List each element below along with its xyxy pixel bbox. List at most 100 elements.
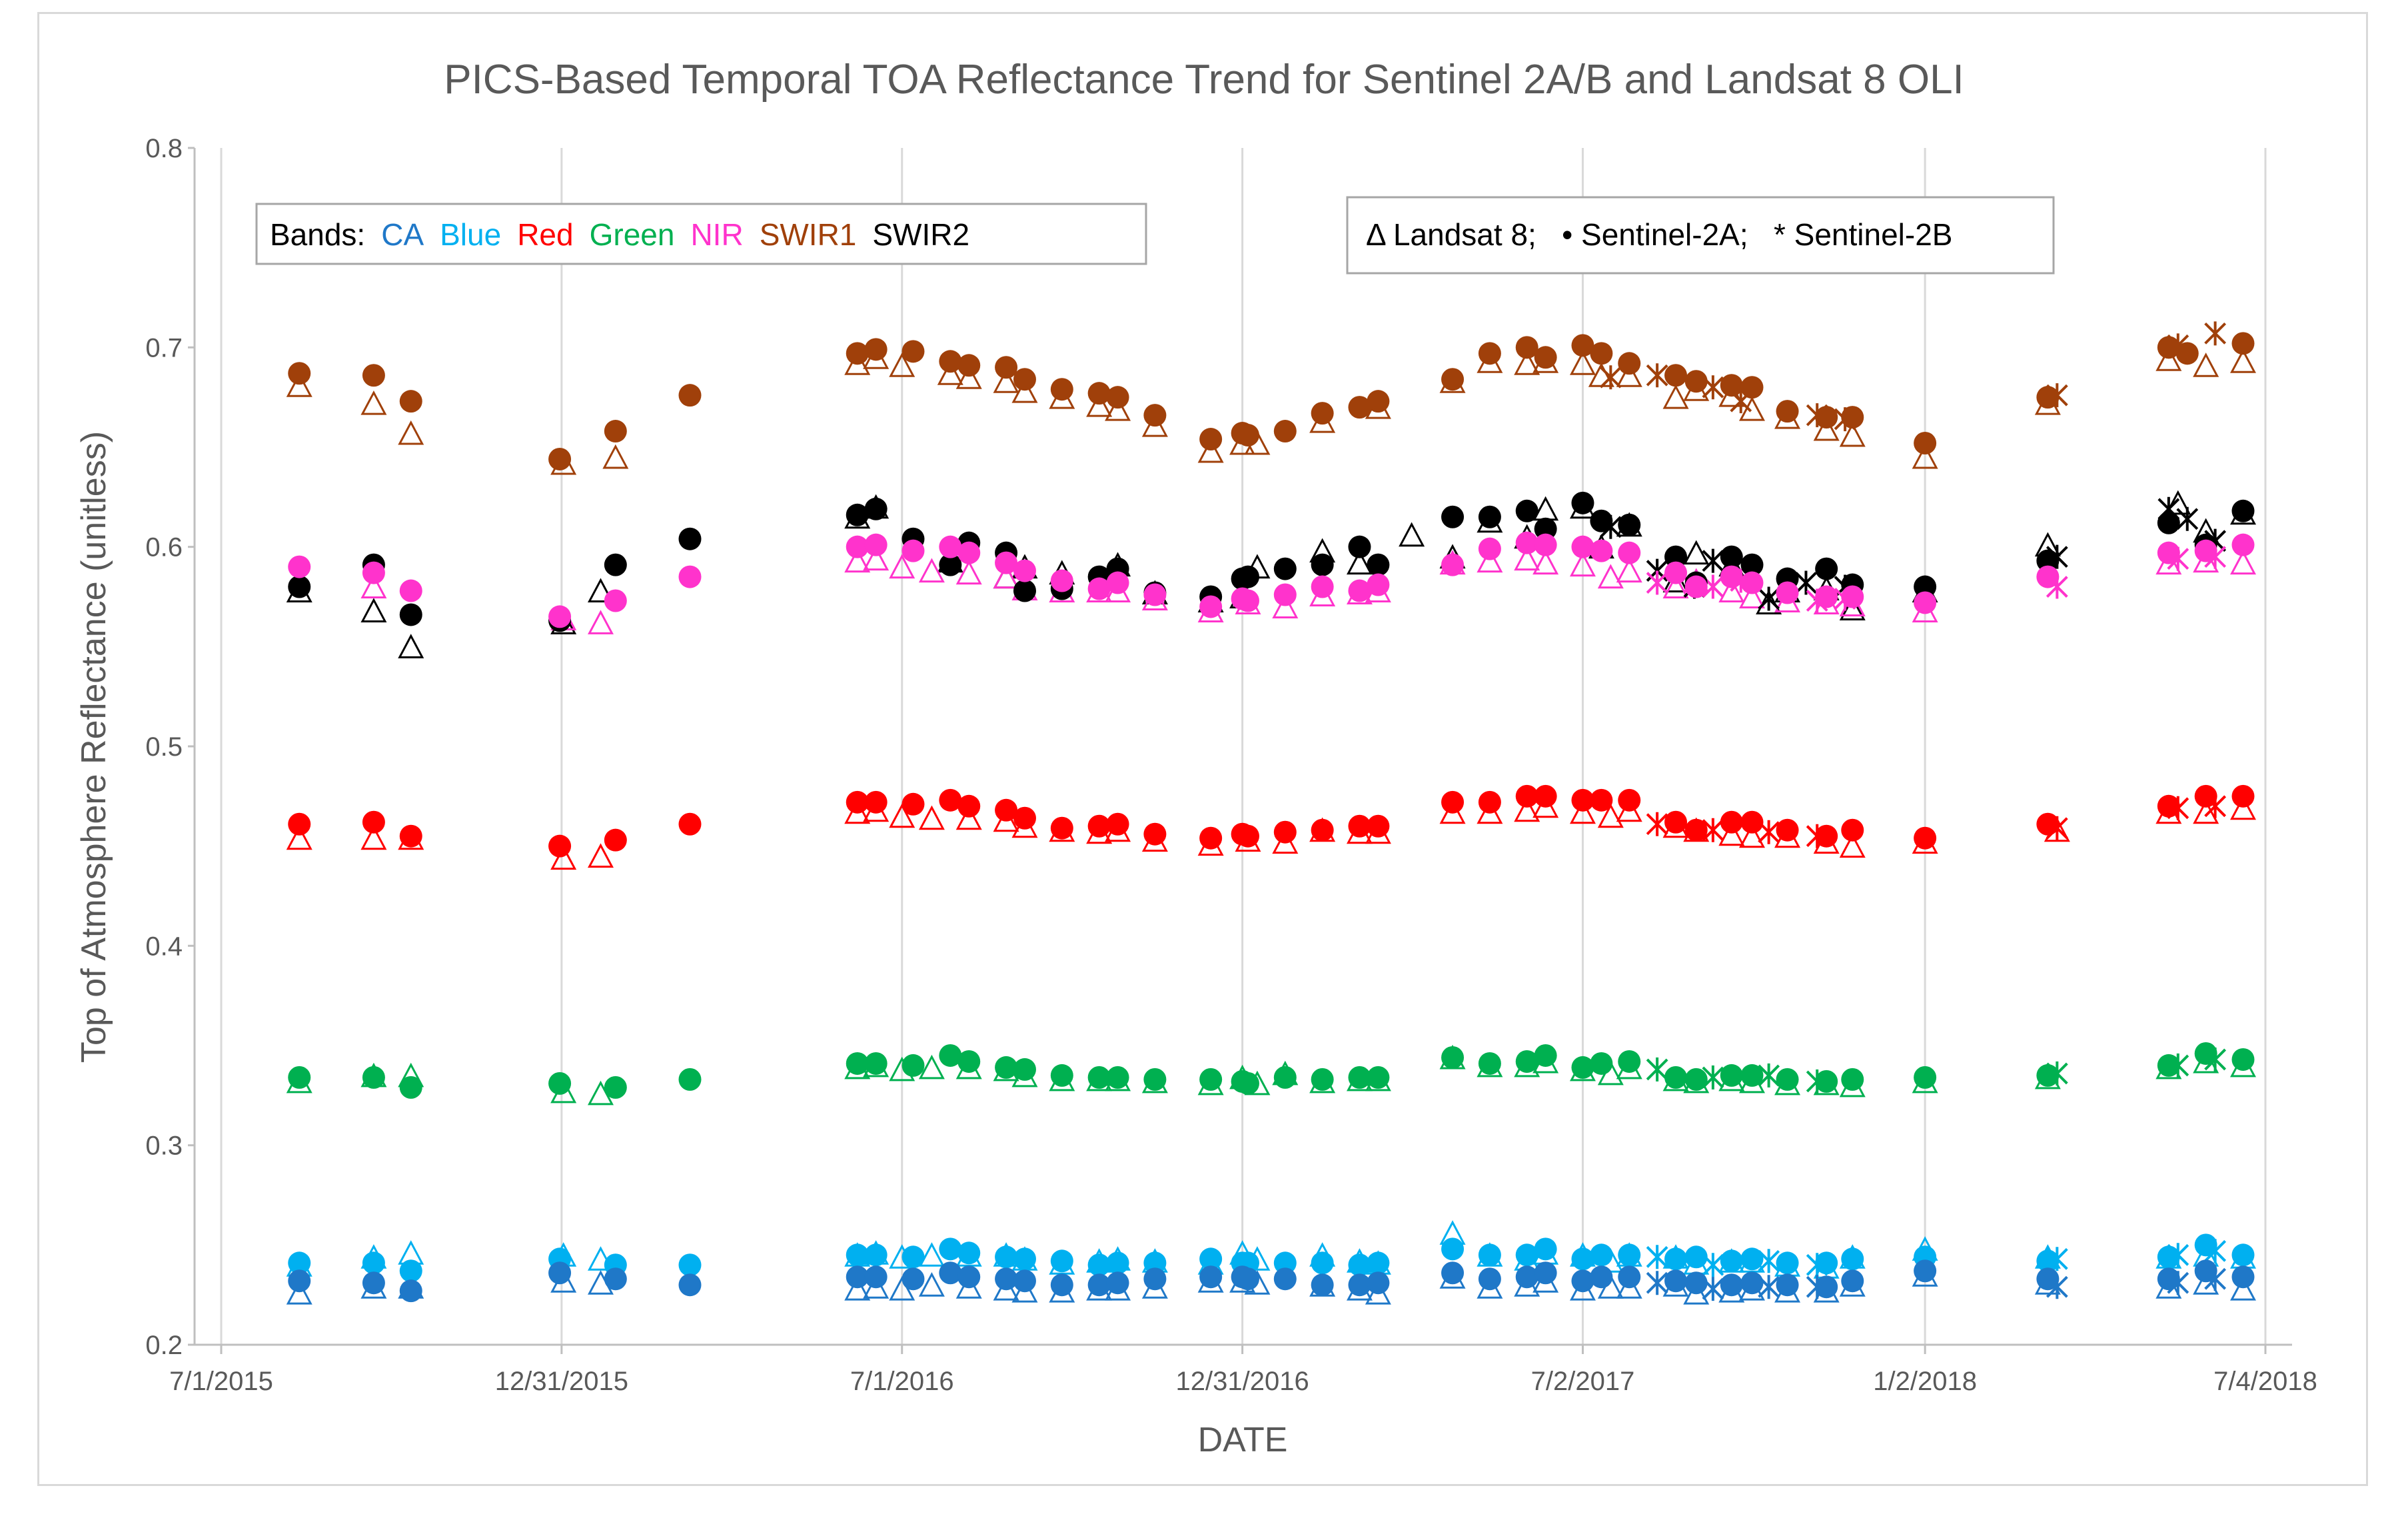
point-sentinel-2a: [1684, 818, 1708, 842]
point-sentinel-2b: [1646, 363, 1668, 388]
point-landsat-8: [955, 805, 982, 830]
point-sentinel-2a: [678, 1273, 702, 1297]
point-sentinel-2a: [2157, 541, 2180, 564]
point-landsat-8: [2230, 550, 2256, 575]
point-sentinel-2a: [902, 792, 925, 816]
point-sentinel-2a: [1776, 581, 1799, 604]
point-landsat-8: [918, 1242, 945, 1267]
point-sentinel-2b: [2176, 506, 2199, 531]
point-sentinel-2a: [288, 555, 311, 578]
point-landsat-8: [1141, 412, 1168, 437]
point-sentinel-2a: [1590, 1265, 1613, 1289]
point-sentinel-2a: [1720, 1064, 1743, 1087]
point-sentinel-2a: [1740, 810, 1764, 834]
point-sentinel-2a: [1841, 1269, 1864, 1293]
point-sentinel-2b: [1599, 365, 1622, 390]
point-sentinel-2a: [1684, 575, 1708, 598]
point-sentinel-2a: [1776, 1068, 1799, 1091]
y-tick-label: 0.8: [145, 134, 183, 163]
point-sentinel-2a: [1311, 1251, 1334, 1275]
point-sentinel-2a: [1515, 499, 1538, 522]
point-sentinel-2a: [1534, 533, 1557, 556]
point-sentinel-2a: [2157, 511, 2180, 534]
series-blue-landsat 8: [286, 1220, 2256, 1279]
point-sentinel-2a: [1590, 1052, 1613, 1075]
point-sentinel-2a: [957, 541, 981, 564]
point-sentinel-2a: [2231, 784, 2255, 808]
point-sentinel-2a: [1050, 378, 1073, 401]
point-sentinel-2a: [548, 605, 572, 628]
point-sentinel-2a: [1087, 382, 1111, 405]
point-landsat-8: [1839, 833, 1866, 858]
point-sentinel-2a: [1914, 575, 1937, 598]
point-sentinel-2a: [548, 834, 572, 858]
point-sentinel-2a: [1590, 788, 1613, 812]
x-tick-label: 7/1/2016: [850, 1367, 954, 1396]
point-sentinel-2b: [1702, 818, 1724, 842]
point-sentinel-2a: [1348, 1273, 1371, 1297]
series-red-sentinel-2a: [288, 784, 2255, 858]
point-sentinel-2a: [1515, 1243, 1538, 1267]
point-sentinel-2a: [1571, 535, 1594, 558]
point-sentinel-2a: [846, 342, 869, 365]
point-sentinel-2a: [2036, 1064, 2060, 1087]
point-sentinel-2a: [1050, 1249, 1073, 1273]
point-landsat-8: [844, 351, 871, 375]
point-sentinel-2a: [1236, 1072, 1259, 1095]
point-sentinel-2a: [1199, 1247, 1223, 1271]
x-tick-label: 7/2/2017: [1531, 1367, 1635, 1396]
point-sentinel-2a: [1050, 569, 1073, 592]
point-sentinel-2a: [902, 1054, 925, 1077]
point-sentinel-2a: [1740, 1271, 1764, 1295]
point-sentinel-2a: [1273, 820, 1297, 844]
point-sentinel-2a: [1143, 583, 1167, 606]
point-sentinel-2a: [1618, 352, 1641, 375]
point-sentinel-2a: [604, 420, 627, 443]
point-sentinel-2a: [399, 1279, 422, 1303]
point-sentinel-2a: [995, 356, 1018, 379]
point-sentinel-2a: [1273, 1251, 1297, 1275]
point-landsat-8: [1011, 1277, 1038, 1303]
point-sentinel-2a: [939, 350, 962, 373]
point-landsat-8: [889, 353, 915, 377]
point-landsat-8: [844, 799, 871, 824]
point-sentinel-2a: [1618, 1050, 1641, 1073]
series-nir-landsat 8: [360, 546, 2256, 634]
point-sentinel-2a: [2157, 336, 2180, 359]
point-landsat-8: [1197, 438, 1224, 463]
point-sentinel-2a: [1087, 1066, 1111, 1089]
data-marks: [286, 321, 2256, 1305]
point-sentinel-2a: [1013, 806, 1036, 830]
point-landsat-8: [955, 560, 982, 585]
legend-band-swir2: SWIR2: [872, 217, 969, 252]
point-sentinel-2a: [1590, 342, 1613, 365]
point-landsat-8: [602, 444, 629, 469]
point-landsat-8: [863, 1273, 890, 1299]
point-sentinel-2a: [1143, 1251, 1167, 1275]
point-sentinel-2a: [1515, 784, 1538, 808]
x-axis-label: DATE: [1198, 1421, 1288, 1459]
point-sentinel-2b: [1702, 548, 1724, 573]
point-landsat-8: [918, 1054, 945, 1080]
point-sentinel-2a: [1199, 428, 1223, 451]
point-sentinel-2a: [678, 812, 702, 836]
point-sentinel-2a: [362, 1251, 385, 1275]
point-sentinel-2a: [1515, 531, 1538, 554]
point-sentinel-2a: [362, 561, 385, 584]
point-sentinel-2a: [2157, 1267, 2180, 1291]
point-sentinel-2a: [1311, 1068, 1334, 1091]
point-landsat-8: [398, 634, 424, 658]
point-sentinel-2a: [1367, 814, 1390, 838]
point-sentinel-2a: [362, 810, 385, 834]
point-sentinel-2a: [399, 824, 422, 848]
point-landsat-8: [1011, 378, 1038, 403]
point-sentinel-2a: [864, 1243, 888, 1267]
point-sentinel-2a: [864, 497, 888, 520]
point-sentinel-2a: [1664, 545, 1688, 568]
point-landsat-8: [360, 825, 387, 850]
series-green-sentinel-2a: [288, 1042, 2255, 1099]
point-sentinel-2a: [1013, 368, 1036, 391]
point-landsat-8: [550, 845, 577, 870]
point-sentinel-2a: [1106, 571, 1129, 594]
